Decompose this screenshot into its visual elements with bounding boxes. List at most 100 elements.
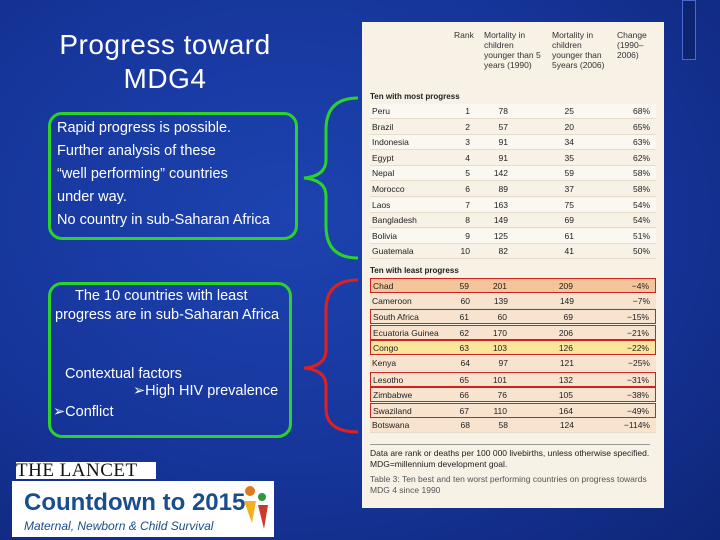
table-cell: 142	[493, 168, 508, 179]
table-row: Lesotho 65 101 132 −31%	[370, 371, 656, 387]
table-cell: 2	[465, 121, 470, 132]
table-cell: 209	[558, 281, 573, 291]
table-cell: 5	[465, 168, 470, 179]
table-row: Guatemala 10 82 41 50%	[370, 244, 656, 260]
logo-text: Maternal, Newborn & Child Survival	[24, 519, 214, 533]
table-cell: −114%	[623, 420, 650, 431]
table-cell: 60	[460, 295, 470, 306]
table-cell: 65%	[632, 121, 650, 132]
braces	[303, 96, 359, 434]
table-cell: 59	[459, 281, 469, 291]
table-cell: 103	[492, 343, 507, 354]
table-cell: −25%	[628, 358, 650, 368]
table-cell: 61	[459, 312, 469, 323]
table-cell: 34	[564, 137, 574, 148]
brace	[303, 278, 359, 434]
table-caption: Table 3: Ten best and ten worst performi…	[370, 474, 647, 495]
table-cell: 139	[493, 295, 508, 306]
column-header: Mortality in children younger than 5 yea…	[484, 30, 541, 70]
table-cell: 89	[498, 184, 508, 194]
table-cell: Guatemala	[372, 246, 414, 257]
table-cell: 91	[498, 152, 508, 163]
table-footnote: Data are rank or deaths per 100 000 live…	[370, 444, 650, 470]
table-cell: 54%	[632, 215, 650, 226]
bullet-item: ➢High HIV prevalence	[133, 383, 279, 399]
table-cell: 75	[564, 199, 574, 210]
table-row: Congo 63 103 126 −22%	[370, 340, 656, 356]
logo: Countdown to 2015 Maternal, Newborn & Ch…	[12, 481, 274, 537]
table-cell: 66	[459, 390, 469, 401]
table-row: Peru 1 78 25 68%	[370, 104, 656, 119]
table-cell: 126	[558, 343, 573, 354]
table-row: Swaziland 67 110 164 −49%	[370, 402, 656, 418]
table-cell: 201	[492, 281, 507, 291]
table-cell: 110	[493, 405, 507, 416]
table-cell: 132	[558, 374, 573, 385]
table-cell: Lesotho	[373, 374, 404, 385]
table-cell: 97	[498, 358, 508, 368]
brace	[303, 96, 359, 260]
table-cell: 76	[497, 390, 507, 401]
table-row: South Africa 61 60 69 −15%	[370, 309, 656, 325]
table-cell: 62%	[632, 152, 650, 163]
table-cell: Peru	[372, 106, 390, 116]
table-row: Egypt 4 91 35 62%	[370, 150, 656, 166]
table-cell: Zimbabwe	[373, 390, 413, 401]
table-cell: Brazil	[372, 121, 394, 132]
section-title: Ten with least progress	[370, 266, 459, 275]
table-cell: 170	[492, 327, 507, 338]
box-line: under way.	[57, 189, 127, 205]
table-cell: 3	[465, 137, 470, 148]
table-cell: 206	[558, 327, 573, 338]
table-row: Bolivia 9 125 61 51%	[370, 228, 656, 244]
text-box: Rapid progress is possible. Further analy…	[48, 112, 298, 240]
table-cell: Congo	[373, 343, 399, 354]
logo-text: THE LANCET	[16, 461, 156, 480]
table-row: Morocco 6 89 37 58%	[370, 182, 656, 197]
table-cell: 91	[498, 137, 508, 148]
table-cell: 125	[493, 230, 508, 241]
slide-title: Progress toward MDG4	[59, 29, 271, 94]
table-cell: 37	[564, 184, 574, 194]
table-cell: Kenya	[372, 358, 397, 368]
table: Rank Mortality in children younger than 5…	[362, 22, 664, 508]
table-cell: 41	[564, 246, 574, 257]
table-cell: Laos	[372, 199, 391, 210]
box-text: The 10 countries with least progress are…	[55, 288, 280, 323]
table-cell: 61	[564, 230, 574, 241]
table-row: Kenya 64 97 121 −25%	[370, 356, 656, 371]
logo-figures	[244, 486, 268, 529]
column-header: Rank	[454, 30, 474, 40]
table-cell: −31%	[627, 374, 649, 385]
bullet-text: Conflict	[65, 404, 114, 420]
table-cell: 20	[564, 121, 574, 132]
table-cell: Nepal	[372, 168, 395, 179]
table-cell: 58%	[632, 168, 650, 179]
table-cell: 50%	[632, 246, 650, 257]
table-cell: South Africa	[373, 312, 419, 323]
box-text: Contextual factors	[65, 366, 182, 382]
table-cell: −49%	[627, 405, 649, 416]
table-cell: 4	[465, 152, 470, 163]
table-cell: Morocco	[372, 184, 405, 194]
table-cell: Swaziland	[373, 405, 412, 416]
table-cell: 65	[459, 374, 469, 385]
table-cell: 78	[498, 106, 508, 116]
table-cell: 62	[459, 327, 469, 338]
table-row: Botswana 68 58 124 −114%	[370, 418, 656, 434]
table-cell: 7	[465, 199, 470, 210]
box-line: “well performing” countries	[57, 166, 228, 182]
table-cell: 105	[558, 390, 573, 401]
table-cell: Indonesia	[372, 137, 409, 148]
table-row: Chad 59 201 209 −4%	[370, 278, 656, 293]
table-row: Indonesia 3 91 34 63%	[370, 135, 656, 151]
table-cell: 35	[564, 152, 574, 163]
table-row: Brazil 2 57 20 65%	[370, 119, 656, 135]
table-cell: 10	[460, 246, 470, 257]
logo-text: Countdown to 2015	[24, 489, 246, 516]
table-cell: 51%	[632, 230, 650, 241]
table-row: Cameroon 60 139 149 −7%	[370, 293, 656, 309]
box-line: Rapid progress is possible.	[57, 120, 232, 136]
table-cell: Botswana	[372, 420, 410, 431]
